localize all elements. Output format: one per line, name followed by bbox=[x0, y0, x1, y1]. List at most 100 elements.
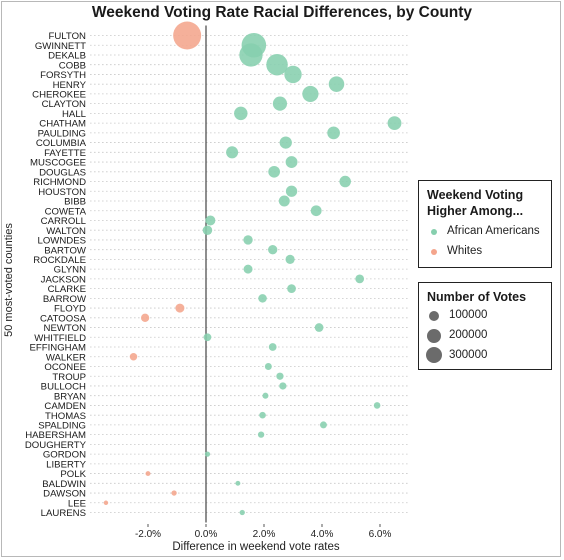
x-tick-label-0: -2.0% bbox=[135, 529, 161, 540]
y-tick-label-bulloch: BULLOCH bbox=[41, 382, 86, 393]
y-tick-label-baldwin: BALDWIN bbox=[42, 479, 86, 490]
y-tick-label-cobb: COBB bbox=[59, 60, 86, 71]
y-tick-label-muscogee: MUSCOGEE bbox=[30, 158, 86, 169]
y-tick-label-fayette: FAYETTE bbox=[44, 148, 86, 159]
point-glynn bbox=[243, 264, 253, 274]
point-effingham bbox=[268, 343, 277, 351]
point-barrow bbox=[258, 294, 267, 303]
color-legend-title-line1: Weekend Voting bbox=[427, 188, 524, 202]
size-legend: Number of Votes 100000 200000 300000 bbox=[418, 282, 552, 370]
y-tick-label-cherokee: CHEROKEE bbox=[32, 90, 86, 101]
y-tick-label-gordon: GORDON bbox=[43, 450, 86, 461]
y-tick-label-paulding: PAULDING bbox=[38, 128, 86, 139]
point-baldwin bbox=[235, 480, 241, 486]
point-laurens bbox=[239, 509, 245, 516]
y-tick-label-glynn: GLYNN bbox=[54, 265, 86, 276]
point-columbia bbox=[279, 136, 292, 149]
y-tick-label-henry: HENRY bbox=[53, 80, 87, 91]
y-tick-label-clarke: CLARKE bbox=[48, 284, 86, 295]
y-tick-label-houston: HOUSTON bbox=[38, 187, 86, 198]
point-camden bbox=[373, 402, 381, 409]
point-clarke bbox=[287, 284, 296, 293]
y-tick-label-hall: HALL bbox=[62, 109, 87, 120]
y-tick-label-chatham: CHATHAM bbox=[39, 119, 86, 130]
legend-size-300000-swatch bbox=[426, 347, 442, 363]
x-tick-label-1: 0.0% bbox=[195, 529, 218, 540]
point-oconee bbox=[264, 363, 272, 370]
point-dawson bbox=[171, 490, 177, 496]
point-lee bbox=[103, 500, 109, 506]
point-douglas bbox=[268, 165, 280, 178]
x-tick-label-4: 6.0% bbox=[369, 529, 392, 540]
y-tick-label-gwinnett: GWINNETT bbox=[35, 41, 86, 52]
point-jackson bbox=[355, 274, 365, 284]
y-tick-label-newton: NEWTON bbox=[44, 323, 87, 334]
x-tick-label-2: 2.0% bbox=[253, 529, 276, 540]
legend-size-200000-swatch bbox=[427, 329, 441, 343]
y-tick-label-carroll: CARROLL bbox=[41, 216, 87, 227]
y-tick-label-walker: WALKER bbox=[46, 352, 86, 363]
point-carroll bbox=[205, 215, 216, 226]
y-tick-label-bartow: BARTOW bbox=[44, 245, 87, 256]
point-walker bbox=[129, 353, 138, 361]
y-tick-label-habersham: HABERSHAM bbox=[25, 430, 86, 441]
point-bartow bbox=[268, 245, 278, 255]
y-tick-label-richmond: RICHMOND bbox=[33, 177, 86, 188]
legend-whites-swatch bbox=[431, 249, 437, 255]
y-tick-label-bibb: BIBB bbox=[64, 197, 86, 208]
y-tick-label-forsyth: FORSYTH bbox=[40, 70, 86, 81]
color-legend: Weekend Voting Higher Among... African A… bbox=[418, 180, 552, 268]
point-chatham bbox=[387, 116, 402, 131]
y-axis-title: 50 most-voted counties bbox=[3, 223, 15, 337]
y-tick-label-thomas: THOMAS bbox=[45, 411, 86, 422]
point-catoosa bbox=[140, 313, 150, 322]
point-walton bbox=[202, 225, 213, 235]
color-legend-title: Weekend Voting Higher Among... bbox=[427, 187, 523, 219]
x-axis-title: Difference in weekend vote rates bbox=[172, 541, 340, 553]
point-bulloch bbox=[279, 382, 287, 390]
point-floyd bbox=[175, 303, 185, 313]
y-tick-label-dougherty: DOUGHERTY bbox=[25, 440, 87, 451]
color-legend-title-line2: Higher Among... bbox=[427, 204, 524, 218]
y-tick-label-bryan: BRYAN bbox=[54, 391, 86, 402]
x-ticks: -2.0% 0.0% 2.0% 4.0% 6.0% bbox=[135, 524, 392, 540]
y-tick-label-spalding: SPALDING bbox=[38, 421, 86, 432]
point-lowndes bbox=[243, 235, 253, 245]
y-tick-label-floyd: FLOYD bbox=[54, 304, 86, 315]
y-tick-label-laurens: LAURENS bbox=[41, 508, 86, 519]
y-tick-labels: FULTONGWINNETTDEKALBCOBBFORSYTHHENRYCHER… bbox=[25, 31, 87, 519]
point-houston bbox=[285, 185, 298, 197]
point-fayette bbox=[226, 146, 239, 159]
point-forsyth bbox=[284, 65, 302, 84]
legend-size-100000-swatch bbox=[429, 311, 439, 321]
point-newton bbox=[314, 323, 324, 332]
y-tick-label-liberty: LIBERTY bbox=[46, 459, 86, 470]
point-bibb bbox=[278, 195, 290, 207]
y-tick-label-catoosa: CATOOSA bbox=[40, 313, 87, 324]
legend-african-americans-swatch bbox=[431, 229, 437, 235]
y-tick-label-lowndes: LOWNDES bbox=[37, 236, 86, 247]
point-cobb bbox=[266, 53, 288, 76]
point-paulding bbox=[327, 126, 340, 140]
y-tick-label-troup: TROUP bbox=[52, 372, 86, 383]
legend-whites-label: Whites bbox=[447, 245, 483, 257]
chart-title: Weekend Voting Rate Racial Differences, … bbox=[91, 4, 473, 21]
y-tick-label-barrow: BARROW bbox=[43, 294, 87, 305]
y-tick-label-polk: POLK bbox=[60, 469, 86, 480]
point-gordon bbox=[204, 451, 211, 457]
point-habersham bbox=[257, 431, 265, 438]
point-cherokee bbox=[302, 85, 319, 102]
legend-size-200000-label: 200000 bbox=[449, 329, 488, 341]
point-fulton bbox=[173, 21, 202, 50]
point-polk bbox=[145, 471, 151, 477]
point-spalding bbox=[319, 421, 327, 429]
size-legend-title: Number of Votes bbox=[427, 290, 527, 304]
y-tick-label-dawson: DAWSON bbox=[43, 489, 86, 500]
data-points bbox=[103, 21, 402, 516]
y-tick-label-dekalb: DEKALB bbox=[48, 51, 86, 62]
y-tick-label-fulton: FULTON bbox=[49, 31, 87, 42]
point-clayton bbox=[272, 96, 288, 111]
point-troup bbox=[276, 372, 284, 380]
